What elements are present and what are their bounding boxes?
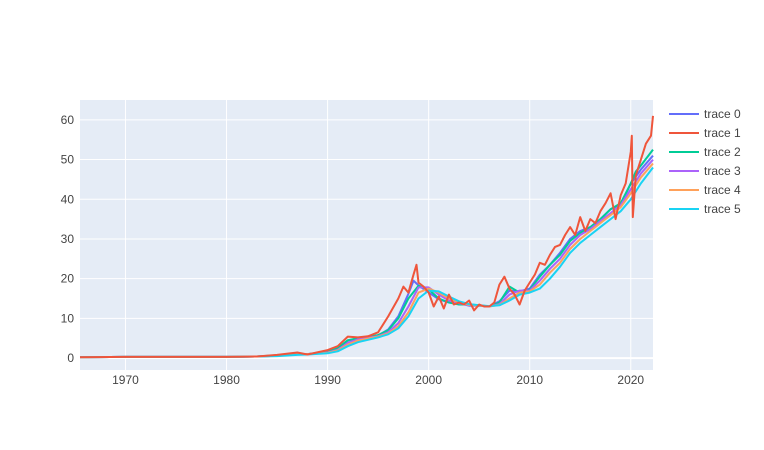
series-line-trace-1: [79, 115, 654, 359]
legend-item[interactable]: trace 5: [669, 202, 741, 216]
y-tick-label: 30: [61, 232, 75, 246]
legend-label: trace 5: [704, 202, 741, 216]
legend-item[interactable]: trace 3: [669, 164, 741, 178]
legend-item[interactable]: trace 2: [669, 145, 741, 159]
legend-label: trace 1: [704, 126, 741, 140]
y-axis-ticks: 0 10 20 30 40 50 60: [61, 113, 75, 365]
y-tick-label: 40: [61, 192, 75, 206]
y-tick-label: 0: [67, 351, 74, 365]
y-tick-label: 10: [61, 311, 75, 325]
y-tick-label: 50: [61, 153, 75, 167]
plot-background: [80, 100, 653, 370]
y-tick-label: 20: [61, 272, 75, 286]
x-tick-label: 1990: [314, 373, 341, 387]
legend-item[interactable]: trace 4: [669, 183, 741, 197]
legend-item[interactable]: trace 0: [669, 107, 741, 121]
legend-label: trace 0: [704, 107, 741, 121]
legend-item[interactable]: trace 1: [669, 126, 741, 140]
legend-label: trace 4: [704, 183, 741, 197]
x-tick-label: 1980: [213, 373, 240, 387]
x-tick-label: 2000: [415, 373, 442, 387]
x-axis-ticks: 1970 1980 1990 2000 2010 2020: [112, 373, 644, 387]
x-tick-label: 2020: [617, 373, 644, 387]
x-tick-label: 1970: [112, 373, 139, 387]
y-tick-label: 60: [61, 113, 75, 127]
series-layer: [79, 115, 654, 359]
legend-label: trace 3: [704, 164, 741, 178]
legend[interactable]: trace 0 trace 1 trace 2 trace 3 trace 4 trace…: [669, 107, 741, 216]
y-grid: [80, 119, 653, 360]
x-tick-label: 2010: [516, 373, 543, 387]
legend-label: trace 2: [704, 145, 741, 159]
